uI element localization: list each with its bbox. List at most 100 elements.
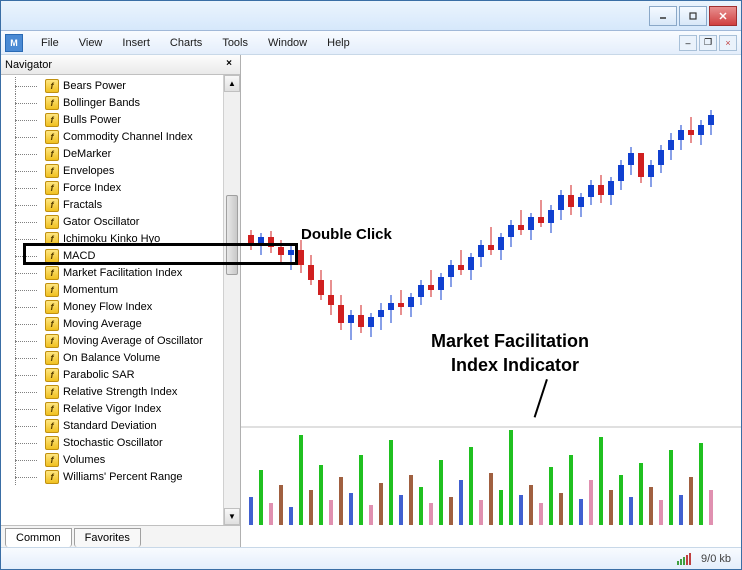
indicator-item[interactable]: f Stochastic Oscillator bbox=[1, 434, 223, 451]
menu-tools[interactable]: Tools bbox=[212, 34, 258, 52]
indicator-label: Money Flow Index bbox=[63, 301, 152, 313]
indicator-item[interactable]: fCommodity Channel Index bbox=[1, 128, 223, 145]
indicator-icon: f bbox=[45, 198, 59, 212]
indicator-item[interactable]: f Gator Oscillator bbox=[1, 213, 223, 230]
tree-connector bbox=[7, 298, 45, 315]
indicator-label: Stochastic Oscillator bbox=[63, 437, 163, 449]
indicator-icon: f bbox=[45, 436, 59, 450]
indicator-label: Fractals bbox=[63, 199, 102, 211]
tree-connector bbox=[7, 77, 45, 94]
menu-help[interactable]: Help bbox=[317, 34, 360, 52]
indicator-item[interactable]: fForce Index bbox=[1, 179, 223, 196]
menu-charts[interactable]: Charts bbox=[160, 34, 212, 52]
indicator-icon: f bbox=[45, 283, 59, 297]
indicator-label: Standard Deviation bbox=[63, 420, 157, 432]
indicator-icon: f bbox=[45, 266, 59, 280]
menu-insert[interactable]: Insert bbox=[112, 34, 160, 52]
indicator-label: Gator Oscillator bbox=[63, 216, 139, 228]
scroll-thumb[interactable] bbox=[226, 195, 238, 275]
indicator-item[interactable]: f Parabolic SAR bbox=[1, 366, 223, 383]
status-kb: 9/0 kb bbox=[701, 553, 731, 565]
indicator-label: Bears Power bbox=[63, 80, 126, 92]
indicator-item[interactable]: fVolumes bbox=[1, 451, 223, 468]
titlebar bbox=[1, 1, 741, 31]
tab-common[interactable]: Common bbox=[5, 528, 72, 547]
indicator-label: Parabolic SAR bbox=[63, 369, 135, 381]
menubar: M FileViewInsertChartsToolsWindowHelp – … bbox=[1, 31, 741, 55]
indicator-icon: f bbox=[45, 453, 59, 467]
tree-connector bbox=[7, 434, 45, 451]
close-button[interactable] bbox=[709, 6, 737, 26]
tree-connector bbox=[7, 315, 45, 332]
tree-connector bbox=[7, 213, 45, 230]
indicator-icon: f bbox=[45, 368, 59, 382]
indicator-icon: f bbox=[45, 249, 59, 263]
tree-connector bbox=[7, 281, 45, 298]
indicator-icon: f bbox=[45, 419, 59, 433]
indicator-item[interactable]: fBulls Power bbox=[1, 111, 223, 128]
indicator-item[interactable]: fMoving Average of Oscillator bbox=[1, 332, 223, 349]
indicator-item[interactable]: fMoney Flow Index bbox=[1, 298, 223, 315]
indicator-item[interactable]: fBollinger Bands bbox=[1, 94, 223, 111]
indicator-icon: f bbox=[45, 470, 59, 484]
indicator-item[interactable]: fMoving Average bbox=[1, 315, 223, 332]
statusbar: 9/0 kb bbox=[1, 547, 741, 569]
indicator-label: Momentum bbox=[63, 284, 118, 296]
indicator-item[interactable]: f Standard Deviation bbox=[1, 417, 223, 434]
indicator-label: Force Index bbox=[63, 182, 121, 194]
indicator-icon: f bbox=[45, 385, 59, 399]
indicator-icon: f bbox=[45, 79, 59, 93]
indicator-label: Bollinger Bands bbox=[63, 97, 140, 109]
indicator-item[interactable]: fIchimoku Kinko Hyo bbox=[1, 230, 223, 247]
menu-file[interactable]: File bbox=[31, 34, 69, 52]
mdi-restore-button[interactable]: ❐ bbox=[699, 35, 717, 51]
indicator-label: Williams' Percent Range bbox=[63, 471, 182, 483]
indicator-label: DeMarker bbox=[63, 148, 111, 160]
tree-connector bbox=[7, 332, 45, 349]
tree-connector bbox=[7, 230, 45, 247]
indicator-item[interactable]: f Bears Power bbox=[1, 77, 223, 94]
indicator-icon: f bbox=[45, 113, 59, 127]
tree-connector bbox=[7, 383, 45, 400]
tree-connector bbox=[7, 349, 45, 366]
indicator-item[interactable]: fMarket Facilitation Index bbox=[1, 264, 223, 281]
tree-connector bbox=[7, 111, 45, 128]
tree-connector bbox=[7, 400, 45, 417]
tree-connector bbox=[7, 264, 45, 281]
indicator-item[interactable]: f Fractals bbox=[1, 196, 223, 213]
indicator-item[interactable]: fEnvelopes bbox=[1, 162, 223, 179]
connection-bars-icon bbox=[677, 553, 691, 565]
indicator-icon: f bbox=[45, 215, 59, 229]
navigator-panel: Navigator × fBears PowerfBollinger Bands… bbox=[1, 55, 241, 547]
menu-view[interactable]: View bbox=[69, 34, 113, 52]
indicator-item[interactable]: fDeMarker bbox=[1, 145, 223, 162]
indicator-item[interactable]: fMACD bbox=[1, 247, 223, 264]
navigator-title: Navigator bbox=[5, 59, 52, 71]
indicator-item[interactable]: f Relative Strength Index bbox=[1, 383, 223, 400]
mdi-close-button[interactable]: × bbox=[719, 35, 737, 51]
navigator-close-button[interactable]: × bbox=[222, 58, 236, 72]
menu-window[interactable]: Window bbox=[258, 34, 317, 52]
indicator-icon: f bbox=[45, 351, 59, 365]
indicator-label: Envelopes bbox=[63, 165, 114, 177]
indicator-icon: f bbox=[45, 334, 59, 348]
maximize-button[interactable] bbox=[679, 6, 707, 26]
chart-area[interactable] bbox=[241, 55, 741, 547]
minimize-button[interactable] bbox=[649, 6, 677, 26]
scroll-down-button[interactable]: ▼ bbox=[224, 508, 240, 525]
tree-connector bbox=[7, 128, 45, 145]
indicator-item[interactable]: f Momentum bbox=[1, 281, 223, 298]
indicator-item[interactable]: fOn Balance Volume bbox=[1, 349, 223, 366]
mdi-minimize-button[interactable]: – bbox=[679, 35, 697, 51]
chart-canvas bbox=[241, 55, 741, 535]
navigator-tree: fBears PowerfBollinger BandsfBulls Power… bbox=[1, 75, 240, 525]
body-area: Navigator × fBears PowerfBollinger Bands… bbox=[1, 55, 741, 547]
app-icon: M bbox=[5, 34, 23, 52]
navigator-scrollbar[interactable]: ▲ ▼ bbox=[223, 75, 240, 525]
scroll-up-button[interactable]: ▲ bbox=[224, 75, 240, 92]
indicator-item[interactable]: f Williams' Percent Range bbox=[1, 468, 223, 485]
indicator-label: Commodity Channel Index bbox=[63, 131, 193, 143]
tab-favorites[interactable]: Favorites bbox=[74, 528, 141, 547]
indicator-label: Relative Strength Index bbox=[63, 386, 177, 398]
indicator-item[interactable]: fRelative Vigor Index bbox=[1, 400, 223, 417]
